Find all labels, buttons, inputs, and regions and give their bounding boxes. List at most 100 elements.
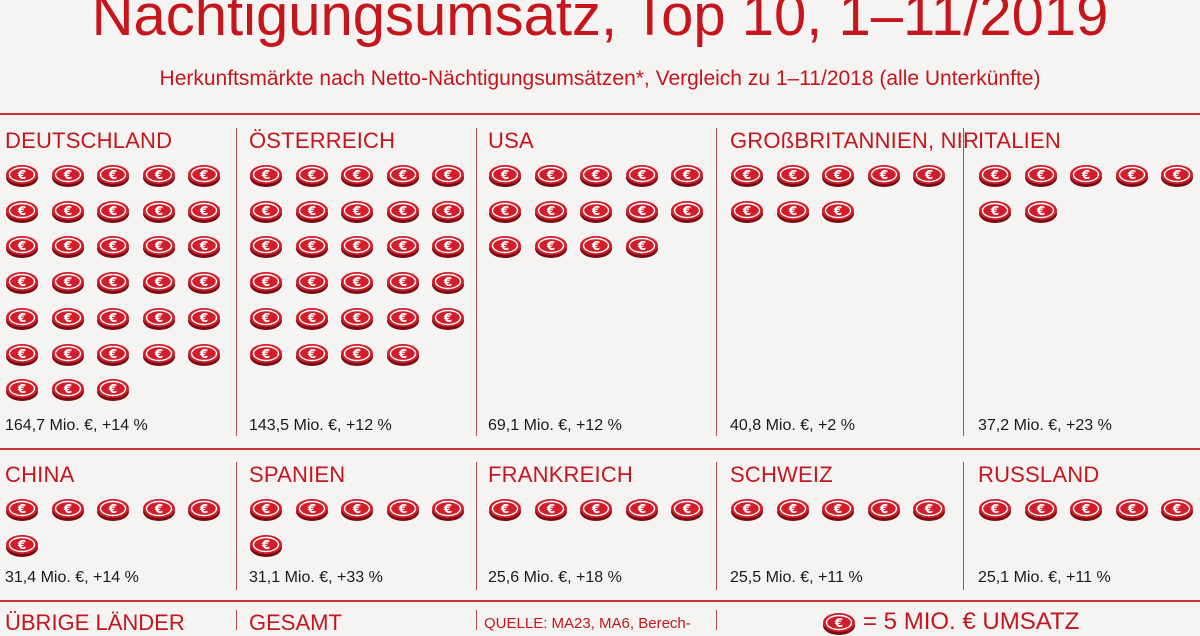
euro-coin-icon: €: [489, 236, 521, 259]
svg-text:€: €: [500, 502, 509, 516]
svg-text:€: €: [153, 275, 162, 289]
euro-coin-icon: €: [142, 236, 175, 259]
euro-coin-icon: €: [776, 499, 809, 521]
svg-text:€: €: [636, 204, 645, 218]
svg-text:€: €: [833, 168, 842, 182]
euro-coin-icon: €: [6, 379, 38, 402]
euro-coin-icon: €: [6, 200, 38, 223]
svg-text:€: €: [306, 311, 315, 325]
euro-coin-icon: €: [1115, 499, 1148, 521]
svg-text:€: €: [1081, 502, 1090, 516]
euro-coin-icon: €: [534, 236, 567, 259]
svg-text:€: €: [17, 168, 26, 182]
euro-coin-icon: €: [51, 307, 84, 330]
svg-text:€: €: [682, 204, 691, 218]
euro-coin-icon: €: [97, 272, 129, 295]
svg-text:€: €: [591, 239, 600, 253]
euro-coin-icon: €: [250, 165, 282, 187]
svg-text:€: €: [397, 275, 406, 289]
euro-coin-icon: €: [51, 379, 84, 402]
svg-text:€: €: [682, 502, 691, 516]
country-label: ITALIEN: [978, 128, 1061, 153]
country-label: FRANKREICH: [488, 462, 634, 487]
svg-text:€: €: [108, 239, 117, 253]
euro-coin-icon: €: [1070, 165, 1102, 187]
svg-text:€: €: [352, 239, 361, 253]
svg-text:€: €: [306, 275, 315, 289]
euro-coin-icon: €: [295, 499, 328, 521]
svg-text:€: €: [17, 502, 26, 516]
euro-coin-icon: €: [51, 165, 84, 187]
value-label: 143,5 Mio. €, +12 %: [249, 417, 392, 434]
svg-text:€: €: [924, 502, 933, 516]
euro-coin-icon: €: [6, 307, 38, 330]
column-divider: [716, 610, 717, 630]
euro-coin-icon: €: [534, 200, 567, 223]
svg-text:€: €: [261, 502, 270, 516]
svg-text:€: €: [545, 204, 554, 218]
svg-text:€: €: [153, 311, 162, 325]
svg-text:€: €: [742, 168, 751, 182]
euro-coin-icon: €: [51, 200, 84, 223]
euro-coin-icon: €: [51, 236, 84, 259]
column-divider: [236, 462, 237, 590]
euro-coin-icon: €: [142, 343, 175, 366]
column-divider: [236, 128, 237, 436]
euro-coin-icon: €: [341, 165, 373, 187]
svg-text:€: €: [787, 168, 796, 182]
euro-coin-icon: €: [979, 499, 1011, 521]
svg-text:€: €: [990, 502, 999, 516]
svg-text:€: €: [17, 239, 26, 253]
svg-text:€: €: [153, 204, 162, 218]
svg-text:€: €: [261, 311, 270, 325]
column-divider: [476, 462, 477, 590]
euro-coin-icon: €: [142, 499, 175, 521]
euro-coin-icon: €: [822, 499, 854, 521]
euro-coin-icon: €: [822, 165, 854, 187]
svg-text:€: €: [742, 204, 751, 218]
column-divider: [476, 610, 477, 630]
euro-coin-icon: €: [188, 272, 220, 295]
svg-text:€: €: [108, 168, 117, 182]
euro-coin-icon: €: [6, 165, 38, 187]
euro-coin-icon: €: [867, 499, 900, 521]
svg-text:€: €: [1172, 502, 1181, 516]
svg-text:€: €: [199, 204, 208, 218]
svg-text:€: €: [17, 347, 26, 361]
svg-text:€: €: [636, 239, 645, 253]
value-label: 164,7 Mio. €, +14 %: [5, 417, 148, 434]
svg-text:€: €: [990, 204, 999, 218]
country-label: GROßBRITANNIEN, NIR: [730, 128, 980, 153]
svg-text:€: €: [742, 502, 751, 516]
svg-text:€: €: [397, 239, 406, 253]
svg-text:€: €: [500, 239, 509, 253]
svg-text:€: €: [591, 204, 600, 218]
euro-coin-icon: €: [188, 165, 220, 187]
svg-text:€: €: [591, 168, 600, 182]
country-label: ÖSTERREICH: [249, 128, 396, 153]
svg-text:€: €: [352, 275, 361, 289]
svg-text:€: €: [306, 204, 315, 218]
svg-text:€: €: [108, 204, 117, 218]
country-label: CHINA: [5, 462, 75, 487]
euro-coin-icon: €: [386, 236, 419, 259]
euro-coin-icon: €: [979, 200, 1011, 223]
chart-subtitle: Herkunftsmärkte nach Netto-Nächtigungsum…: [159, 67, 1041, 90]
svg-text:€: €: [545, 239, 554, 253]
svg-text:€: €: [153, 239, 162, 253]
value-label: 31,1 Mio. €, +33 %: [249, 569, 383, 586]
svg-text:€: €: [306, 502, 315, 516]
euro-coin-icon: €: [580, 200, 612, 223]
euro-coin-icon: €: [534, 499, 567, 521]
svg-text:€: €: [62, 502, 71, 516]
euro-coin-icon: €: [489, 499, 521, 521]
euro-coin-icon: €: [341, 307, 373, 330]
country-label: SCHWEIZ: [730, 462, 833, 487]
svg-text:€: €: [834, 616, 843, 630]
euro-coin-icon: €: [51, 272, 84, 295]
euro-coin-icon: €: [625, 499, 658, 521]
euro-coin-icon: €: [341, 343, 373, 366]
source-label: QUELLE: MA23, MA6, Berech-: [484, 615, 691, 632]
euro-coin-icon: €: [432, 272, 464, 295]
euro-coin-icon: €: [432, 499, 464, 521]
